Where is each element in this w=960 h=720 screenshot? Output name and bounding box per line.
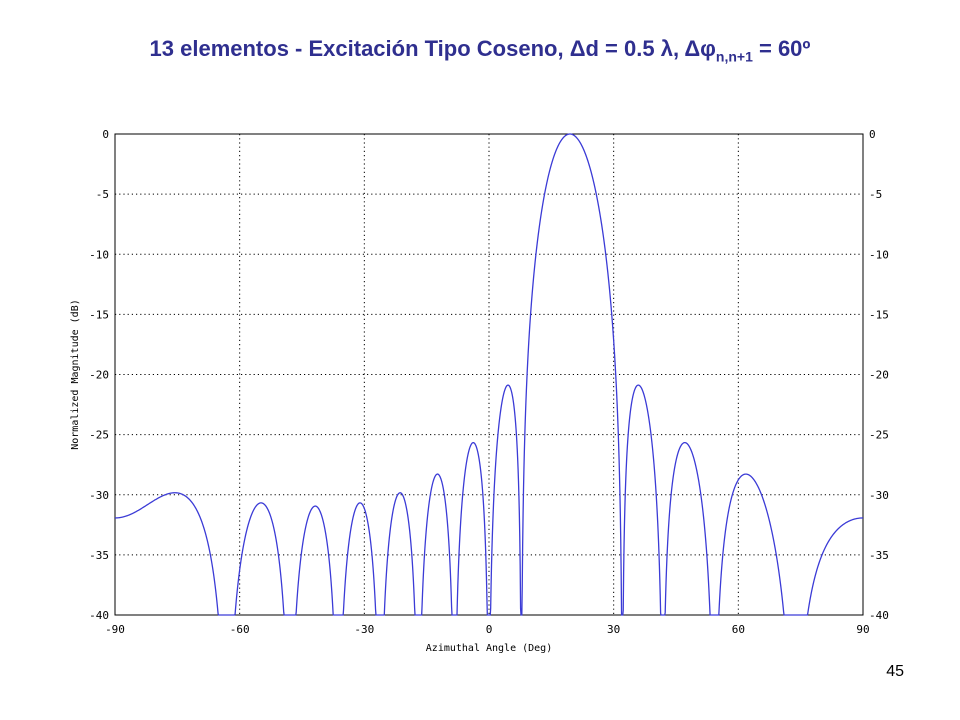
y-tick-label-right: -10 — [869, 248, 889, 261]
y-tick-label-right: -20 — [869, 369, 889, 382]
x-tick-label: -30 — [354, 623, 374, 636]
x-tick-label: 30 — [607, 623, 620, 636]
y-tick-label-left: -40 — [89, 609, 109, 622]
y-tick-label-left: -5 — [96, 188, 109, 201]
y-tick-label-left: -20 — [89, 369, 109, 382]
y-tick-label-left: -30 — [89, 489, 109, 502]
x-tick-label: -90 — [105, 623, 125, 636]
x-tick-label: 60 — [732, 623, 745, 636]
y-tick-label-left: -35 — [89, 549, 109, 562]
grid — [115, 134, 863, 615]
title-delta-d: Δd = 0.5 λ, Δφ — [569, 36, 716, 61]
title-prefix: 13 elementos - Excitación Tipo Coseno, — [149, 36, 570, 61]
x-tick-label: -60 — [230, 623, 250, 636]
page-number: 45 — [886, 663, 904, 680]
chart-title: 13 elementos - Excitación Tipo Coseno, Δ… — [0, 36, 960, 64]
title-suffix: = 60º — [752, 36, 811, 61]
y-tick-label-left: -25 — [89, 429, 109, 442]
y-tick-label-right: -5 — [869, 188, 882, 201]
title-subscript: n,n+1 — [715, 48, 753, 65]
y-tick-label-left: -15 — [89, 308, 109, 321]
tick-labels: -90 -60 -30 0 30 60 90 0 0 -5 -5 -10 -10 -15 -15 -20 -20… — [89, 128, 889, 636]
pattern-line — [115, 133, 864, 616]
x-tick-label: 90 — [856, 623, 869, 636]
y-tick-label-left: 0 — [102, 128, 109, 141]
y-tick-label-right: 0 — [869, 128, 876, 141]
x-axis-label: Azimuthal Angle (Deg) — [426, 643, 552, 654]
y-tick-label-right: -30 — [869, 489, 889, 502]
y-tick-label-right: -25 — [869, 429, 889, 442]
x-tick-label: 0 — [486, 623, 493, 636]
y-tick-label-right: -40 — [869, 609, 889, 622]
y-tick-label-right: -15 — [869, 308, 889, 321]
y-tick-label-right: -35 — [869, 549, 889, 562]
y-axis-label: Normalized Magnitude (dB) — [70, 299, 81, 450]
y-tick-label-left: -10 — [89, 248, 109, 261]
